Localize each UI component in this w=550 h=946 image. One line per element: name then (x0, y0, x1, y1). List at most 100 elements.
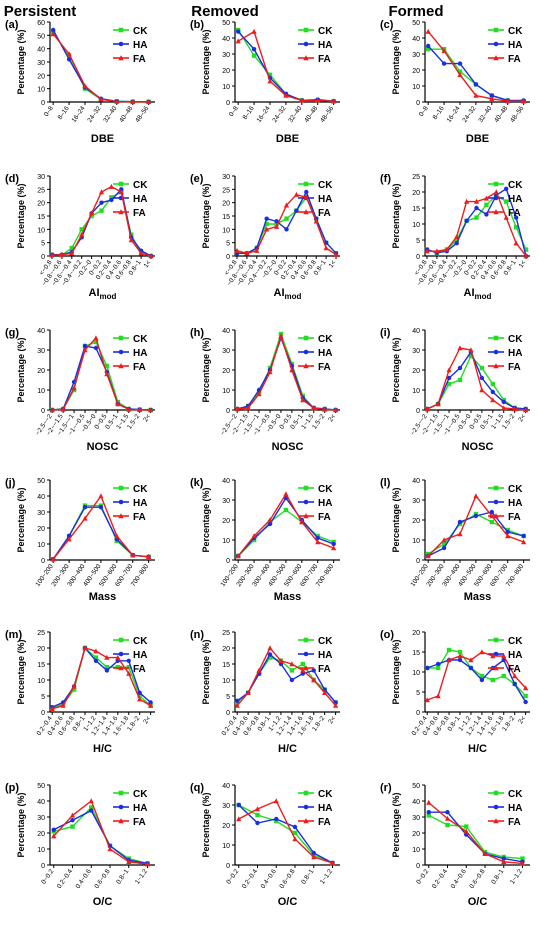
data-point (109, 195, 114, 200)
data-point (251, 28, 257, 34)
y-tick-label: 30 (222, 174, 230, 181)
data-point (322, 406, 328, 412)
data-point (446, 375, 452, 381)
data-point (82, 83, 88, 89)
data-point (445, 822, 450, 828)
x-axis-label: Mass (274, 591, 302, 603)
legend-marker (118, 27, 124, 33)
data-point (264, 216, 269, 221)
data-point (315, 535, 320, 541)
data-point (93, 339, 99, 345)
data-point (267, 78, 273, 84)
x-axis-label: NOSC (87, 441, 119, 453)
legend-marker (118, 818, 124, 824)
data-point (457, 519, 463, 525)
data-point (66, 57, 72, 62)
data-point (457, 649, 463, 655)
data-point (454, 241, 459, 246)
data-point (234, 698, 240, 703)
data-point (236, 816, 242, 822)
x-tick-label: 2< (327, 715, 337, 725)
data-point (89, 805, 94, 810)
legend-label: HA (133, 650, 147, 661)
y-axis-label: Percentage (%) (16, 487, 26, 552)
x-tick-label: 40–48 (303, 105, 319, 124)
x-tick-label: 0.2~0.4 (241, 868, 259, 890)
data-point (93, 345, 99, 351)
data-point (289, 668, 295, 673)
data-point (474, 215, 479, 220)
series-CK: CK (50, 26, 151, 105)
y-tick-label: 0 (416, 100, 420, 107)
legend-marker (493, 651, 499, 657)
panel-label: (n) (190, 629, 204, 641)
y-tick-label: 0 (416, 558, 420, 565)
data-point (454, 234, 460, 239)
data-point (501, 653, 507, 659)
x-tick-label: 0.8~1 (300, 868, 315, 886)
panel-label: (j) (5, 477, 16, 489)
data-point (313, 218, 319, 224)
series-line (428, 814, 523, 860)
chart-panel-m: (m)05101520250.2~0.40.4~0.60.6~0.80.8~11… (5, 629, 155, 755)
data-point (333, 702, 339, 708)
data-point (446, 647, 452, 653)
legend-label: HA (318, 40, 332, 51)
legend-label: CK (508, 180, 523, 191)
legend-marker (118, 485, 124, 491)
data-point (484, 212, 489, 217)
y-tick-label: 10 (37, 388, 45, 395)
x-axis-label: AImod (89, 287, 117, 301)
x-tick-label: 1.5~2 (311, 413, 326, 431)
legend-label: CK (508, 26, 523, 37)
data-point (473, 82, 479, 87)
data-point (322, 690, 328, 695)
series-line (426, 354, 526, 410)
y-tick-label: 20 (412, 68, 420, 75)
panel-label: (m) (5, 629, 22, 641)
data-point (245, 690, 251, 695)
y-tick-label: 10 (222, 843, 230, 850)
y-tick-label: 5 (226, 694, 230, 701)
series-line (426, 658, 527, 703)
y-tick-label: 0 (416, 254, 420, 261)
y-tick-label: 20 (222, 368, 230, 375)
data-point (107, 846, 113, 852)
data-point (331, 541, 336, 547)
data-point (93, 658, 99, 663)
data-point (464, 198, 470, 204)
y-tick-label: 40 (412, 799, 420, 806)
data-point (234, 406, 240, 412)
data-point (479, 387, 485, 393)
series-FA: FA (50, 31, 152, 105)
data-point (137, 696, 143, 702)
data-point (251, 533, 257, 539)
data-point (66, 536, 72, 542)
y-tick-label: 10 (222, 678, 230, 685)
legend-marker (493, 499, 499, 505)
chart-panel-i: (i)010203040−2.5~−2−2~−1.5−1.5~−1−1~−0.5… (380, 327, 530, 453)
legend-label: FA (133, 817, 146, 828)
y-axis-label: Percentage (%) (16, 183, 26, 248)
y-tick-label: 40 (37, 47, 45, 54)
data-point (445, 810, 450, 815)
data-point (267, 652, 273, 657)
x-tick-label: 0.2~0.4 (431, 868, 449, 890)
data-point (329, 860, 336, 866)
legend-marker (493, 790, 499, 796)
legend-label: FA (318, 54, 331, 65)
series-FA: FA (236, 798, 336, 866)
legend-label: HA (318, 803, 332, 814)
data-point (278, 658, 284, 663)
x-tick-label: 8–16 (432, 105, 446, 121)
legend-label: CK (318, 636, 333, 647)
x-axis-label: O/C (93, 896, 113, 908)
y-tick-label: 15 (222, 662, 230, 669)
x-tick-label: 1< (328, 259, 338, 269)
legend-marker (493, 209, 499, 215)
data-point (71, 683, 77, 689)
series-line (426, 651, 527, 701)
legend-marker (303, 651, 309, 657)
data-point (311, 850, 316, 856)
